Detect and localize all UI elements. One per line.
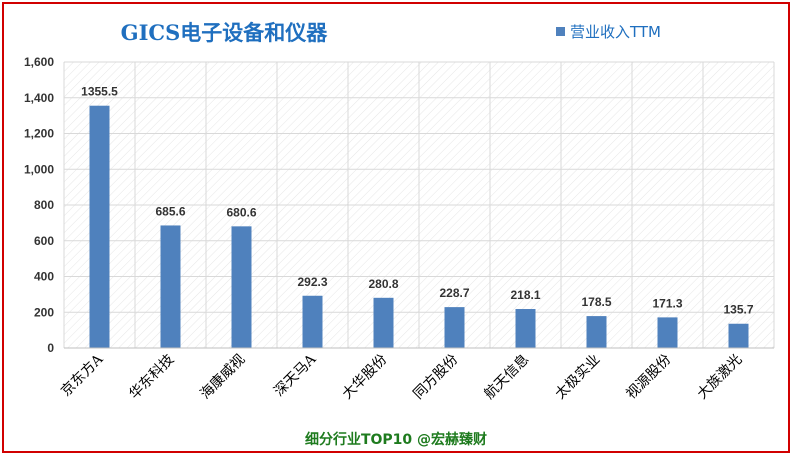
legend: 营业收入TTM: [556, 23, 661, 41]
legend-label: 营业收入TTM: [570, 23, 661, 41]
data-label: 178.5: [581, 295, 611, 309]
x-tick-label: 华东科技: [126, 352, 177, 403]
bar: [160, 225, 181, 348]
y-tick-label: 1,600: [24, 55, 54, 69]
footer-caption: 细分行业TOP10 @宏赫臻财: [305, 431, 487, 448]
data-label: 280.8: [368, 277, 398, 291]
bar: [302, 295, 323, 348]
x-tick-label: 大华股份: [339, 352, 390, 403]
y-tick-label: 800: [34, 198, 54, 212]
data-label: 135.7: [723, 303, 753, 317]
y-tick-label: 1,000: [24, 162, 54, 176]
data-label: 1355.5: [81, 85, 118, 99]
y-tick-label: 400: [34, 270, 54, 284]
y-tick-label: 200: [34, 305, 54, 319]
x-tick-label: 航天信息: [481, 351, 533, 403]
x-tick-label: 同方股份: [410, 352, 461, 403]
x-tick-label: 大族激光: [694, 351, 746, 403]
bars: 1355.5 685.6 680.6 292.3 280.8 228.7 218.1 178.…: [81, 85, 754, 348]
bar: [89, 105, 110, 348]
data-label: 685.6: [155, 204, 185, 218]
x-tick-label: 京东方A: [58, 351, 107, 400]
bar: [515, 309, 536, 348]
y-tick-label: 600: [34, 234, 54, 248]
bar: [373, 297, 394, 348]
bar: [657, 317, 678, 348]
legend-swatch: [556, 27, 565, 36]
bar: [231, 226, 252, 348]
chart-frame: GICS电子设备和仪器 营业收入TTM 0 200 400 600 800 1,000 1,…: [2, 2, 790, 453]
bar: [444, 307, 465, 348]
data-label: 680.6: [226, 205, 256, 219]
chart-canvas: GICS电子设备和仪器 营业收入TTM 0 200 400 600 800 1,000 1,…: [24, 20, 775, 448]
data-label: 171.3: [652, 296, 682, 310]
x-tick-label: 太极实业: [552, 352, 603, 403]
y-tick-label: 1,400: [24, 91, 54, 105]
x-tick-label: 视源股份: [623, 352, 674, 403]
x-tick-label: 深天马A: [271, 351, 320, 400]
gridlines: [63, 61, 775, 349]
chart-title: GICS电子设备和仪器: [121, 20, 329, 45]
y-tick-label: 1,200: [24, 127, 54, 141]
y-tick-label: 0: [47, 341, 54, 355]
bar: [728, 323, 749, 348]
data-label: 228.7: [439, 286, 469, 300]
x-axis: 京东方A 华东科技 海康威视 深天马A 大华股份 同方股份 航天信息 太极实业 视源股份 大族激光: [58, 347, 774, 403]
bar: [586, 316, 607, 348]
data-label: 218.1: [510, 288, 540, 302]
y-axis: 0 200 400 600 800 1,000 1,200 1,400 1,600: [24, 55, 54, 355]
x-tick-label: 海康威视: [197, 351, 249, 403]
data-label: 292.3: [297, 275, 327, 289]
